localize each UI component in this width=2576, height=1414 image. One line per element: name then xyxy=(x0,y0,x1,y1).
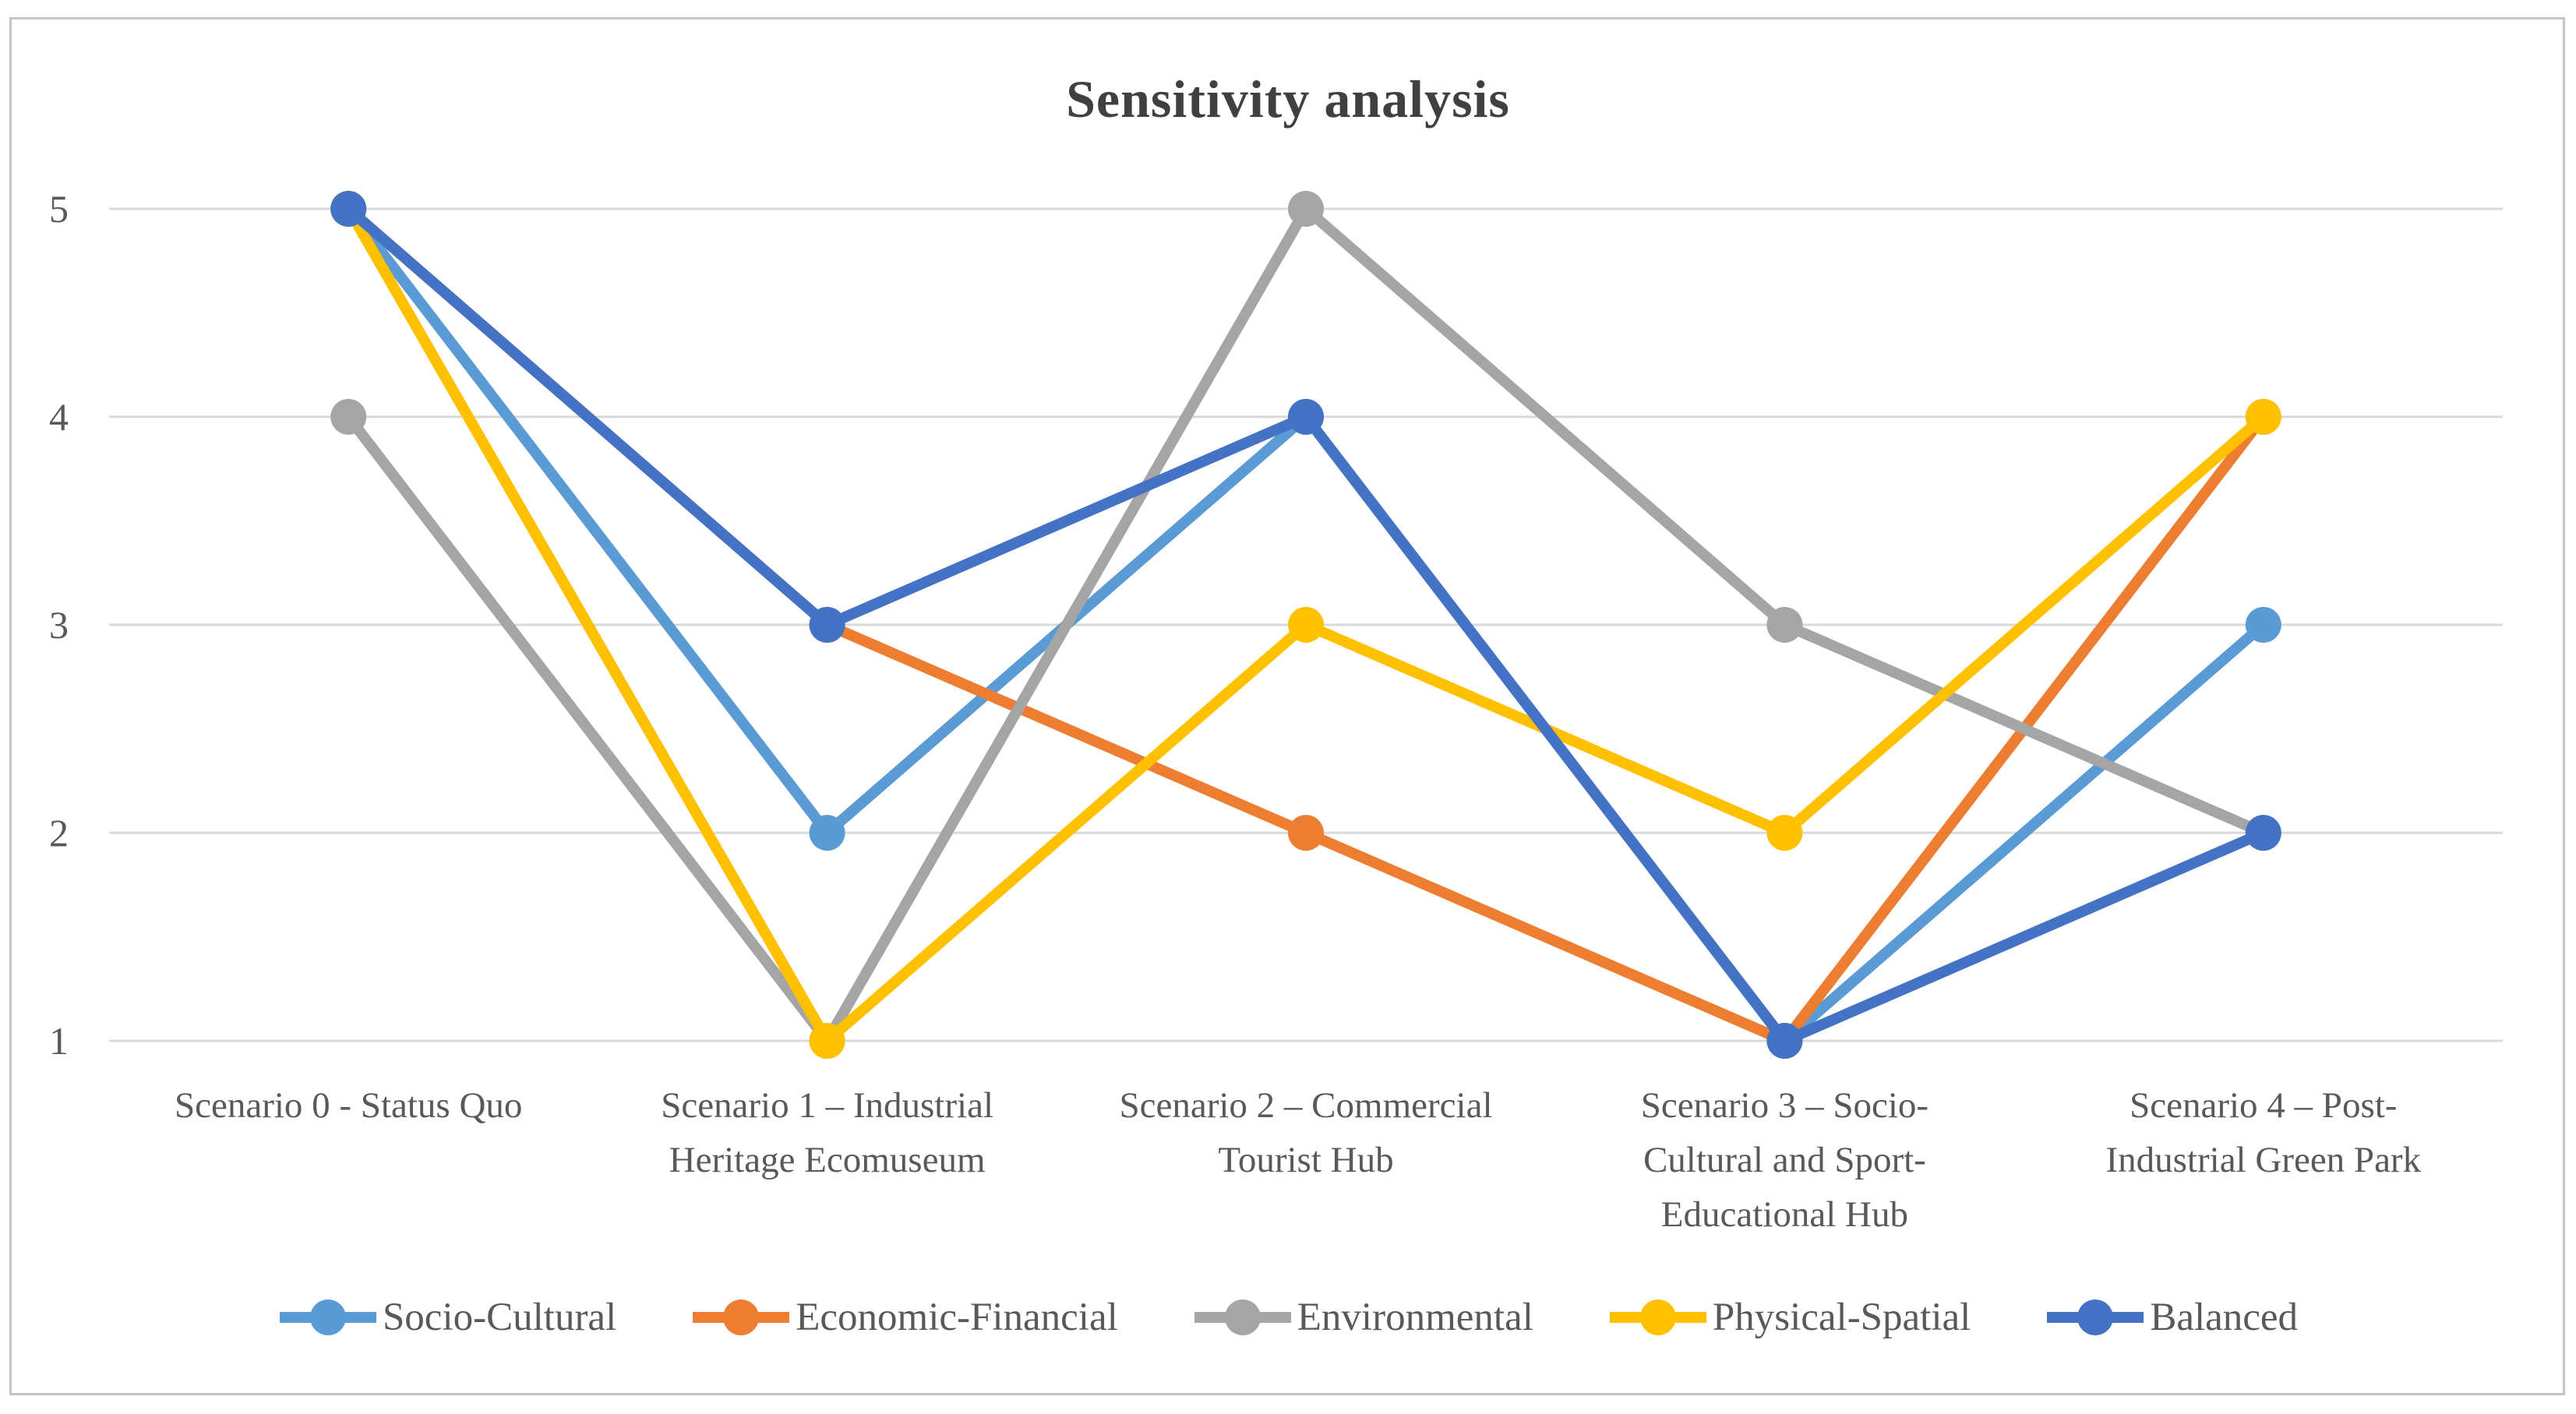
legend-marker-icon xyxy=(2047,1299,2144,1335)
y-axis-label: 4 xyxy=(49,395,69,439)
y-axis-label: 3 xyxy=(49,603,69,647)
data-point-marker xyxy=(330,399,367,435)
x-axis-label: Scenario 2 – Commercial Tourist Hub xyxy=(1119,1085,1493,1180)
data-point-marker xyxy=(2245,399,2281,435)
legend-label: Environmental xyxy=(1297,1296,1533,1339)
legend-item-socio-cultural: Socio-Cultural xyxy=(278,1295,616,1340)
data-point-marker xyxy=(1766,607,1803,643)
x-axis-label: Scenario 4 – Post- Industrial Green Park xyxy=(2105,1085,2422,1180)
data-point-marker xyxy=(809,815,845,851)
legend-item-environmental: Environmental xyxy=(1193,1295,1533,1340)
data-point-marker xyxy=(1288,399,1324,435)
data-point-marker xyxy=(330,191,367,227)
legend-marker-icon xyxy=(279,1299,376,1335)
legend-label: Economic-Financial xyxy=(796,1296,1118,1339)
legend-marker-icon xyxy=(693,1299,790,1335)
legend-item-economic-financial: Economic-Financial xyxy=(691,1295,1118,1340)
data-point-marker xyxy=(1766,815,1803,851)
legend-marker-icon xyxy=(1609,1299,1706,1335)
legend-item-physical-spatial: Physical-Spatial xyxy=(1608,1295,1971,1340)
y-axis-label: 1 xyxy=(49,1019,69,1063)
x-axis-label: Scenario 0 - Status Quo xyxy=(174,1085,523,1126)
legend: Socio-Cultural Economic-Financial Environm… xyxy=(0,1295,2576,1340)
legend-label: Balanced xyxy=(2150,1296,2299,1339)
data-point-marker xyxy=(1288,191,1324,227)
x-axis-label: Scenario 3 – Socio- Cultural and Sport- … xyxy=(1640,1085,1929,1235)
data-point-marker xyxy=(809,607,845,643)
data-point-marker xyxy=(1288,607,1324,643)
data-point-marker xyxy=(2245,815,2281,851)
data-point-marker xyxy=(1766,1023,1803,1059)
legend-label: Socio-Cultural xyxy=(382,1296,617,1339)
legend-item-balanced: Balanced xyxy=(2045,1295,2298,1340)
data-point-marker xyxy=(2245,607,2281,643)
chart-title: Sensitivity analysis xyxy=(1066,69,1510,129)
data-point-marker xyxy=(809,1023,845,1059)
x-axis-label: Scenario 1 – Industrial Heritage Ecomuse… xyxy=(661,1085,993,1180)
data-point-marker xyxy=(1288,815,1324,851)
legend-label: Physical-Spatial xyxy=(1712,1296,1971,1339)
y-axis-label: 2 xyxy=(49,811,69,855)
legend-marker-icon xyxy=(1194,1299,1291,1335)
y-axis-label: 5 xyxy=(49,187,69,231)
